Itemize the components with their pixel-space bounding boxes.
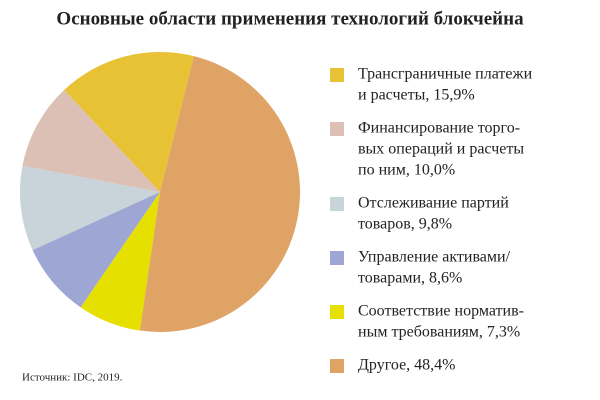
legend-swatch xyxy=(330,251,344,265)
source: Источник: IDC, 2019. xyxy=(22,372,123,384)
legend-swatch xyxy=(330,68,344,82)
legend-label: Другое, 48,4% xyxy=(358,357,456,374)
pie-slice xyxy=(22,90,161,192)
chart-title: Основные области применения технологий б… xyxy=(56,8,524,29)
pie-slice xyxy=(32,192,160,308)
legend-label: Соответствие норматив- xyxy=(358,303,524,320)
legend-swatch xyxy=(330,305,344,319)
pie-slice xyxy=(20,165,160,251)
legend-label: по ним, 10,0% xyxy=(358,162,455,179)
pie-slice xyxy=(80,192,160,331)
legend-label: ным требованиям, 7,3% xyxy=(358,324,520,341)
legend-label: Трансграничные платежи xyxy=(358,66,533,83)
legend-label: товаров, 9,8% xyxy=(358,216,452,233)
legend-label: Управление активами/ xyxy=(358,249,511,266)
pie-slice xyxy=(64,51,194,192)
legend-swatch xyxy=(330,122,344,136)
legend-label: Финансирование торго- xyxy=(358,120,520,137)
legend-label: товарами, 8,6% xyxy=(358,270,462,287)
pie-slice xyxy=(139,56,300,332)
legend-swatch xyxy=(330,359,344,373)
legend-label: и расчеты, 15,9% xyxy=(358,87,475,104)
legend-label: Отслеживание партий xyxy=(358,195,509,212)
legend-swatch xyxy=(330,197,344,211)
legend-label: вых операций и расчеты xyxy=(358,141,524,158)
